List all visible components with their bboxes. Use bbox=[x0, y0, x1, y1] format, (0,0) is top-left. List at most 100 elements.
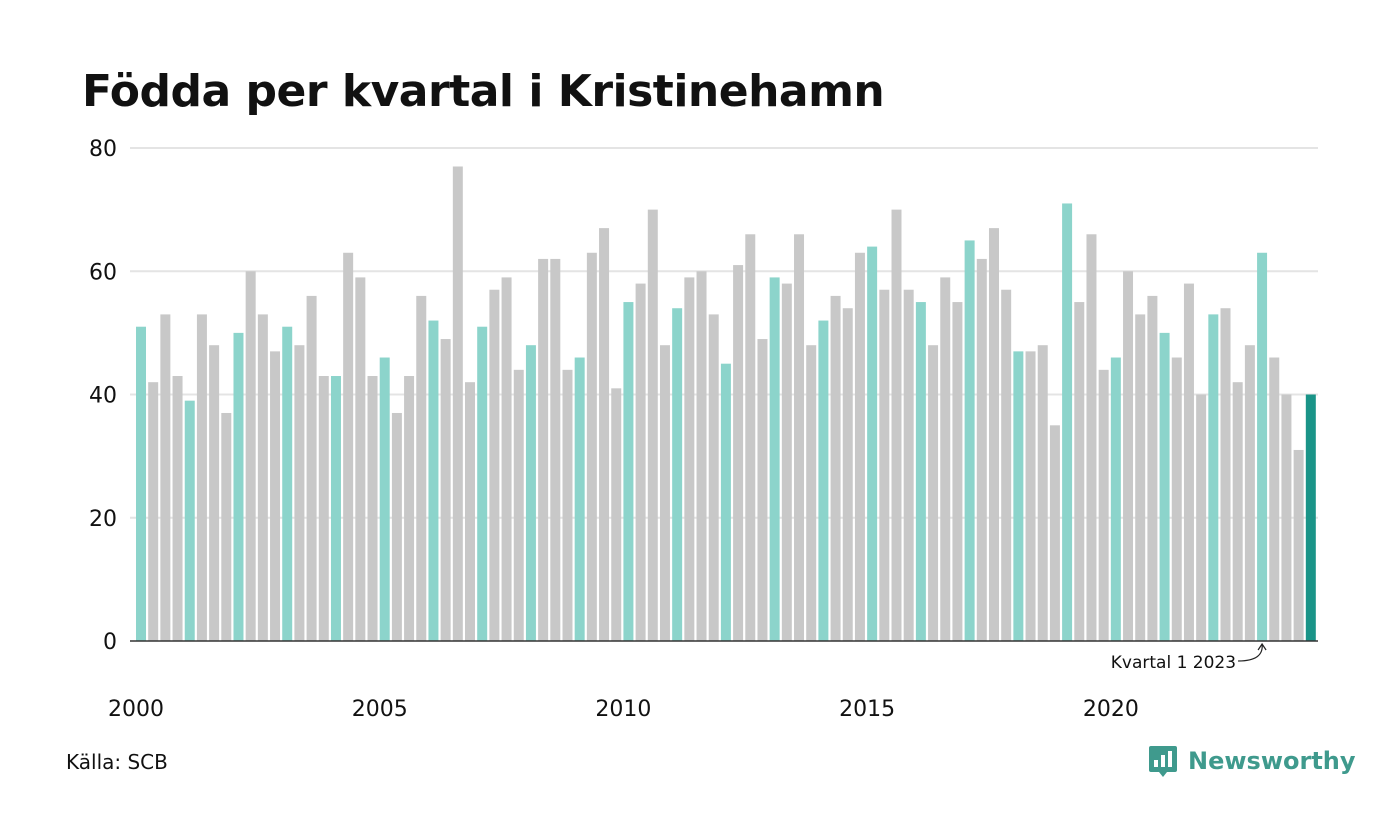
bar bbox=[1086, 234, 1097, 641]
bar bbox=[136, 326, 146, 641]
bar bbox=[952, 302, 963, 641]
annotation-label: Kvartal 1 2023 bbox=[1111, 653, 1236, 673]
y-tick-label: 80 bbox=[89, 137, 117, 162]
bar bbox=[940, 277, 951, 641]
bar bbox=[745, 234, 756, 641]
bar bbox=[1232, 382, 1243, 641]
bar bbox=[1269, 357, 1280, 641]
bar bbox=[391, 412, 402, 641]
bar bbox=[1305, 394, 1316, 641]
bar bbox=[367, 376, 378, 641]
source-note: Källa: SCB bbox=[66, 750, 168, 774]
bar bbox=[257, 314, 268, 641]
bar bbox=[867, 246, 878, 641]
bar bbox=[550, 258, 561, 641]
bar bbox=[647, 209, 658, 641]
bar bbox=[1244, 345, 1255, 641]
bar bbox=[1159, 332, 1170, 641]
bar bbox=[477, 326, 488, 641]
bar bbox=[1220, 308, 1231, 641]
annotation: Kvartal 1 2023 bbox=[1111, 642, 1267, 673]
bar bbox=[1208, 314, 1219, 641]
bar bbox=[1257, 252, 1268, 641]
bar bbox=[976, 258, 987, 641]
bar bbox=[172, 376, 183, 641]
bar bbox=[1001, 289, 1012, 641]
bar bbox=[1293, 449, 1304, 641]
bar bbox=[538, 258, 549, 641]
bar bbox=[611, 388, 622, 641]
bar bbox=[1123, 271, 1134, 641]
bar bbox=[1196, 394, 1207, 641]
y-tick-label: 40 bbox=[89, 384, 117, 409]
bar bbox=[525, 345, 536, 641]
bar bbox=[330, 376, 341, 641]
bar bbox=[160, 314, 171, 641]
bar bbox=[794, 234, 805, 641]
bar bbox=[221, 412, 232, 641]
y-tick-label: 20 bbox=[89, 507, 117, 532]
annotation-arrow bbox=[1238, 642, 1267, 662]
bar bbox=[988, 228, 999, 642]
bar bbox=[854, 252, 865, 641]
bar bbox=[684, 277, 695, 641]
bar bbox=[842, 308, 853, 641]
bar bbox=[306, 295, 317, 641]
bar bbox=[318, 376, 329, 641]
bar bbox=[1147, 295, 1158, 641]
bar bbox=[501, 277, 512, 641]
bar bbox=[733, 265, 744, 641]
bar bbox=[720, 363, 731, 641]
bar bbox=[513, 369, 524, 641]
bar bbox=[233, 332, 244, 641]
bar bbox=[635, 283, 646, 641]
bar bbox=[209, 345, 220, 641]
brand: Newsworthy bbox=[1148, 744, 1356, 778]
bar bbox=[379, 357, 390, 641]
bar bbox=[757, 339, 768, 641]
bar bbox=[915, 302, 926, 641]
bar bbox=[1135, 314, 1146, 641]
bar bbox=[1049, 425, 1060, 641]
brand-name: Newsworthy bbox=[1188, 747, 1356, 775]
bar bbox=[1171, 357, 1182, 641]
x-tick-label: 2010 bbox=[595, 697, 651, 722]
bar bbox=[1062, 203, 1073, 641]
bar bbox=[659, 345, 670, 641]
bar bbox=[355, 277, 366, 641]
bar bbox=[781, 283, 792, 641]
bar bbox=[891, 209, 902, 641]
bar bbox=[586, 252, 597, 641]
y-tick-label: 60 bbox=[89, 260, 117, 285]
bar bbox=[428, 320, 439, 641]
bar bbox=[270, 351, 281, 641]
bar bbox=[769, 277, 780, 641]
bar bbox=[440, 339, 451, 641]
bar bbox=[452, 166, 463, 642]
bar bbox=[879, 289, 890, 641]
x-tick-label: 2020 bbox=[1083, 697, 1139, 722]
bar bbox=[465, 382, 476, 641]
bar bbox=[282, 326, 293, 641]
x-tick-label: 2015 bbox=[839, 697, 895, 722]
bar bbox=[1025, 351, 1036, 641]
bar bbox=[806, 345, 817, 641]
bar bbox=[489, 289, 500, 641]
bar bbox=[928, 345, 939, 641]
bar bbox=[1098, 369, 1109, 641]
bar bbox=[404, 376, 415, 641]
bar bbox=[184, 400, 195, 641]
bar bbox=[818, 320, 829, 641]
x-tick-label: 2005 bbox=[352, 697, 408, 722]
bar bbox=[343, 252, 354, 641]
newsworthy-logo-icon bbox=[1149, 746, 1177, 777]
bar bbox=[672, 308, 683, 641]
chart-title: Födda per kvartal i Kristinehamn bbox=[82, 66, 885, 117]
y-axis-tick-labels: 0 20 40 60 80 bbox=[89, 137, 117, 655]
bar bbox=[708, 314, 719, 641]
x-axis-tick-labels: 2000 2005 2010 2015 2020 bbox=[108, 697, 1139, 722]
bar bbox=[1281, 394, 1292, 641]
bars bbox=[136, 166, 1316, 642]
bar bbox=[1183, 283, 1194, 641]
